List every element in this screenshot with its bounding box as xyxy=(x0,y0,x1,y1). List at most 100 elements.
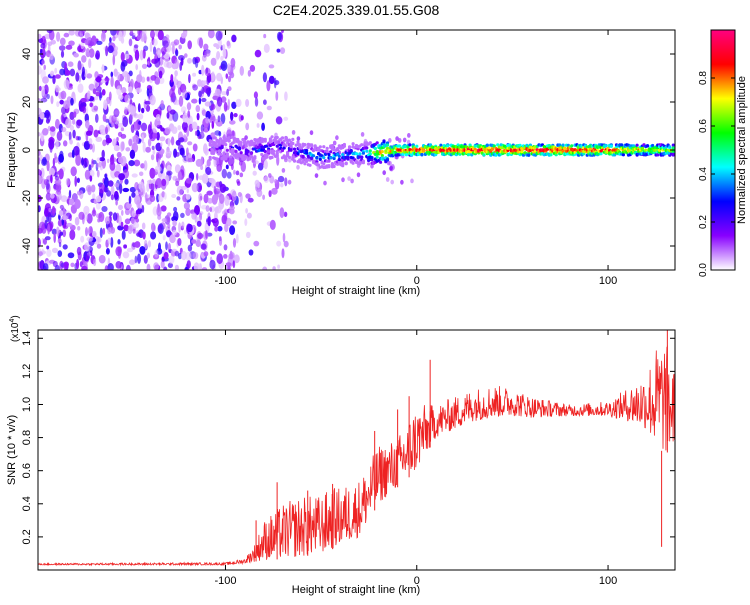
spectrogram-noise-speckle xyxy=(105,248,110,255)
spectrogram-signal-cell xyxy=(306,145,310,150)
spectrogram-signal-cell xyxy=(439,143,443,147)
spectrogram-noise-speckle xyxy=(223,212,228,222)
spectrogram-noise-speckle xyxy=(105,126,108,135)
spectrogram-noise-speckle xyxy=(187,141,193,146)
spectrogram-signal-cell xyxy=(227,136,231,140)
spectrogram-noise-speckle xyxy=(107,45,114,54)
spectrogram-noise-speckle xyxy=(227,98,230,110)
spectrogram-noise-speckle xyxy=(59,99,64,105)
spectrogram-noise-speckle xyxy=(129,105,136,115)
spectrogram-noise-speckle xyxy=(38,65,42,75)
spectrogram-signal-cell xyxy=(327,159,331,163)
spectrogram-signal-cell xyxy=(225,152,229,156)
spectrogram-noise-speckle xyxy=(214,226,219,232)
spectrogram-signal-cell xyxy=(236,138,240,142)
spectrogram-signal-cell xyxy=(346,155,350,159)
spectrogram-noise-speckle xyxy=(207,216,211,227)
spectrogram-noise-speckle xyxy=(147,61,150,66)
spectrogram-noise-speckle xyxy=(201,54,207,62)
spectrogram-faint-speckle xyxy=(402,137,407,143)
spectrogram-noise-speckle xyxy=(177,238,182,246)
spectrogram-noise-speckle xyxy=(275,91,279,101)
spectrogram-noise-speckle xyxy=(92,193,96,201)
spectrogram-y-label: Frequency (Hz) xyxy=(6,112,18,188)
spectrogram-noise-speckle xyxy=(226,40,231,47)
colorbar-ramp xyxy=(710,29,736,271)
spectrogram-signal-cell xyxy=(239,151,243,155)
spectrogram-noise-speckle xyxy=(209,259,216,270)
spectrogram-noise-speckle xyxy=(109,37,112,43)
spectrogram-noise-speckle xyxy=(104,173,108,178)
spectrogram-noise-speckle xyxy=(38,251,43,257)
spectrogram-noise-speckle xyxy=(188,73,191,84)
spectrogram-noise-speckle xyxy=(263,43,270,54)
spectrogram-signal-cell xyxy=(609,144,613,148)
spectrogram-noise-speckle xyxy=(121,87,127,94)
spectrogram-noise-speckle xyxy=(59,68,65,76)
spectrogram-noise-speckle xyxy=(276,48,281,53)
spectrogram-faint-speckle xyxy=(386,160,391,166)
spectrogram-noise-speckle xyxy=(41,85,46,97)
spectrogram-noise-speckle xyxy=(173,75,177,87)
spectrogram-noise-speckle xyxy=(216,253,223,265)
spectrogram-noise-speckle xyxy=(116,151,122,158)
spectrogram-noise-speckle xyxy=(160,260,165,269)
spectrogram-noise-speckle xyxy=(263,176,269,183)
spectrogram-noise-speckle xyxy=(173,39,180,46)
spectrogram-signal-cell xyxy=(280,148,285,153)
spectrogram-noise-speckle xyxy=(177,171,182,181)
spectrogram-noise-speckle xyxy=(197,232,204,239)
spectrogram-noise-speckle xyxy=(191,182,199,193)
spectrogram-noise-speckle xyxy=(144,100,152,105)
spectrogram-noise-speckle xyxy=(72,118,76,125)
spectrogram-noise-speckle xyxy=(103,99,108,111)
spectrogram-signal-cell xyxy=(234,149,238,153)
spectrogram-noise-speckle xyxy=(235,98,242,108)
colorbar-tick-label: 0.4 xyxy=(698,167,709,181)
spectrogram-noise-speckle xyxy=(173,206,178,212)
spectrogram-noise-speckle xyxy=(135,64,138,71)
spectrogram-noise-speckle xyxy=(152,38,158,47)
spectrogram-noise-speckle xyxy=(253,91,258,99)
spectrogram-signal-cell xyxy=(301,160,305,164)
spectrogram-noise-speckle xyxy=(58,153,64,163)
spectrogram-noise-speckle xyxy=(232,220,238,225)
spectrogram-signal-cell xyxy=(225,154,229,158)
spectrogram-noise-speckle xyxy=(117,239,121,245)
spectrogram-noise-speckle xyxy=(72,129,76,139)
spectrogram-noise-speckle xyxy=(114,194,120,202)
spectrogram-noise-speckle xyxy=(169,88,175,99)
spectrogram-noise-speckle xyxy=(49,126,56,132)
spectrogram-noise-speckle xyxy=(196,220,202,227)
spectrogram-noise-speckle xyxy=(62,140,68,147)
spectrogram-noise-speckle xyxy=(74,175,77,187)
spectrogram-noise-speckle xyxy=(96,243,102,249)
spectrogram-noise-speckle xyxy=(268,75,275,85)
spectrogram-faint-speckle xyxy=(314,173,319,179)
spectrogram-noise-speckle xyxy=(166,230,172,238)
spectrogram-noise-speckle xyxy=(229,120,236,125)
spectrogram-noise-speckle xyxy=(124,218,131,225)
spectrogram-noise-speckle xyxy=(74,30,82,37)
spectrogram-noise-speckle xyxy=(164,127,171,135)
spectrogram-noise-speckle xyxy=(128,160,135,167)
spectrogram-signal-cell xyxy=(282,146,286,150)
spectrogram-signal-cell xyxy=(621,153,626,157)
spectrogram-noise-speckle xyxy=(185,194,191,200)
spectrogram-noise-speckle xyxy=(187,57,192,64)
spectrogram-signal-cell xyxy=(379,160,383,164)
spectrogram-noise-speckle xyxy=(152,132,158,139)
spectrogram-faint-speckle xyxy=(335,135,339,141)
spectrogram-noise-speckle xyxy=(198,90,203,98)
spectrogram-noise-speckle xyxy=(68,198,75,206)
spectrogram-noise-speckle xyxy=(114,182,120,188)
spectrogram-noise-speckle xyxy=(38,107,42,118)
spectrogram-noise-speckle xyxy=(157,224,163,234)
spectrogram-signal-cell xyxy=(668,145,672,149)
spectrogram-noise-speckle xyxy=(186,223,193,233)
spectrogram-noise-speckle xyxy=(203,127,209,133)
spectrogram-noise-speckle xyxy=(116,137,119,142)
spectrogram-noise-speckle xyxy=(77,251,82,261)
